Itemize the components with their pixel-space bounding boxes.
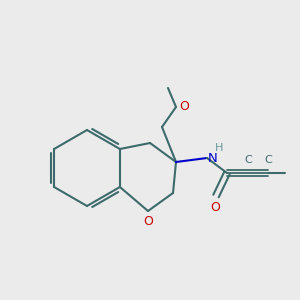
Text: O: O <box>143 215 153 228</box>
Text: C: C <box>264 155 272 165</box>
Text: N: N <box>208 152 218 166</box>
Text: O: O <box>210 201 220 214</box>
Text: C: C <box>244 155 252 165</box>
Text: H: H <box>215 143 224 153</box>
Text: O: O <box>179 100 189 112</box>
